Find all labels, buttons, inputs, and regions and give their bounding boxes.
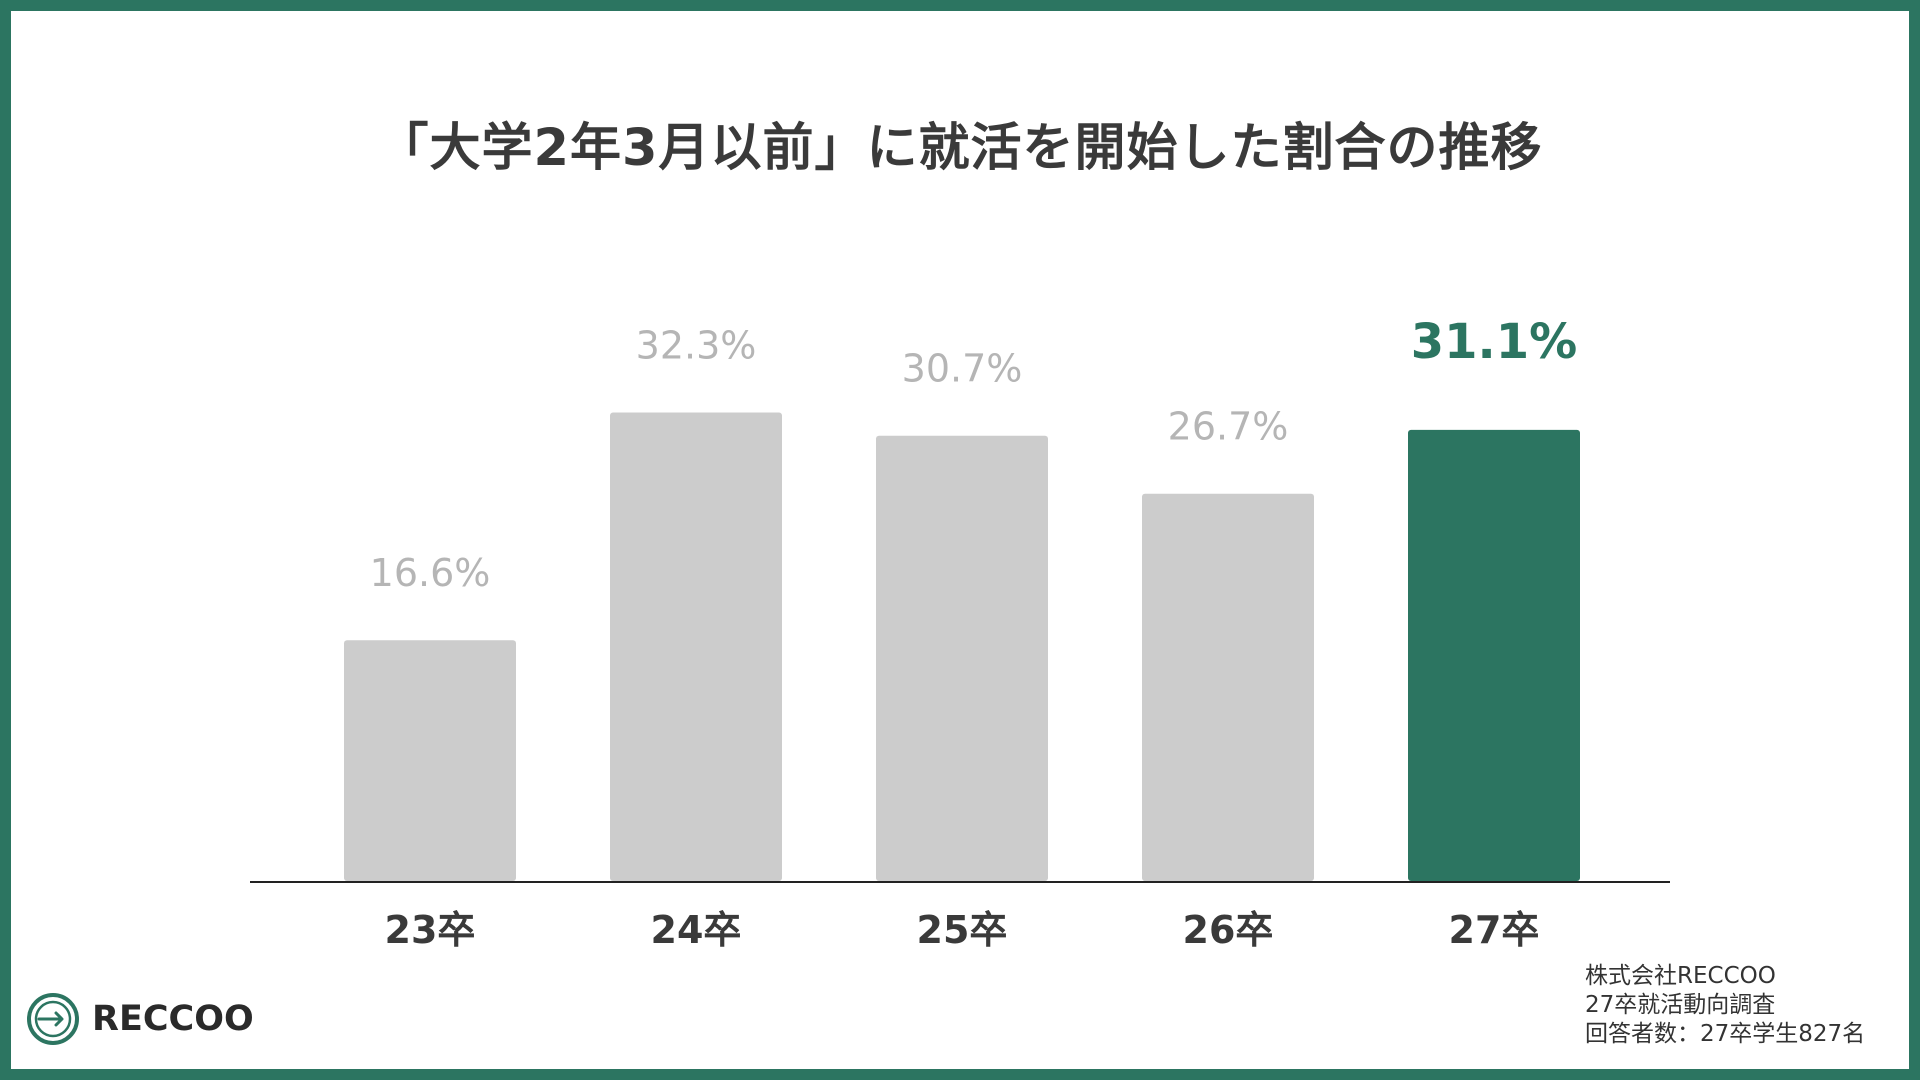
- category-label-24卒: 24卒: [651, 908, 742, 952]
- category-label-27卒: 27卒: [1449, 908, 1540, 952]
- value-label-25卒: 30.7%: [902, 347, 1023, 391]
- source-line-respondents: 回答者数：27卒学生827名: [1585, 1021, 1866, 1047]
- source-line-survey: 27卒就活動向調査: [1585, 992, 1776, 1018]
- category-labels-group: 23卒 24卒 25卒 26卒 27卒: [385, 908, 1540, 952]
- value-label-26卒: 26.7%: [1168, 405, 1289, 449]
- bar-26卒: [1142, 493, 1314, 881]
- value-labels-group: 16.6% 32.3% 30.7% 26.7% 31.1%: [370, 314, 1578, 595]
- bar-25卒: [876, 435, 1048, 881]
- bar-27卒: [1408, 429, 1580, 881]
- source-line-company: 株式会社RECCOO: [1585, 963, 1776, 989]
- category-label-26卒: 26卒: [1183, 908, 1274, 952]
- category-label-23卒: 23卒: [385, 908, 476, 952]
- category-label-25卒: 25卒: [917, 908, 1008, 952]
- bar-24卒: [610, 412, 782, 881]
- value-label-27卒: 31.1%: [1411, 314, 1578, 370]
- source-note: 株式会社RECCOO 27卒就活動向調査 回答者数：27卒学生827名: [1585, 962, 1865, 1049]
- value-label-24卒: 32.3%: [636, 324, 757, 368]
- reccoo-logo-icon: [27, 993, 79, 1045]
- chart-title: 「大学2年3月以前」に就活を開始した割合の推移: [377, 119, 1543, 178]
- logo-wordmark: RECCOO: [92, 999, 254, 1039]
- bars-group: [344, 412, 1580, 881]
- bar-23卒: [344, 640, 516, 881]
- company-logo: RECCOO: [26, 992, 254, 1046]
- value-label-23卒: 16.6%: [370, 551, 491, 595]
